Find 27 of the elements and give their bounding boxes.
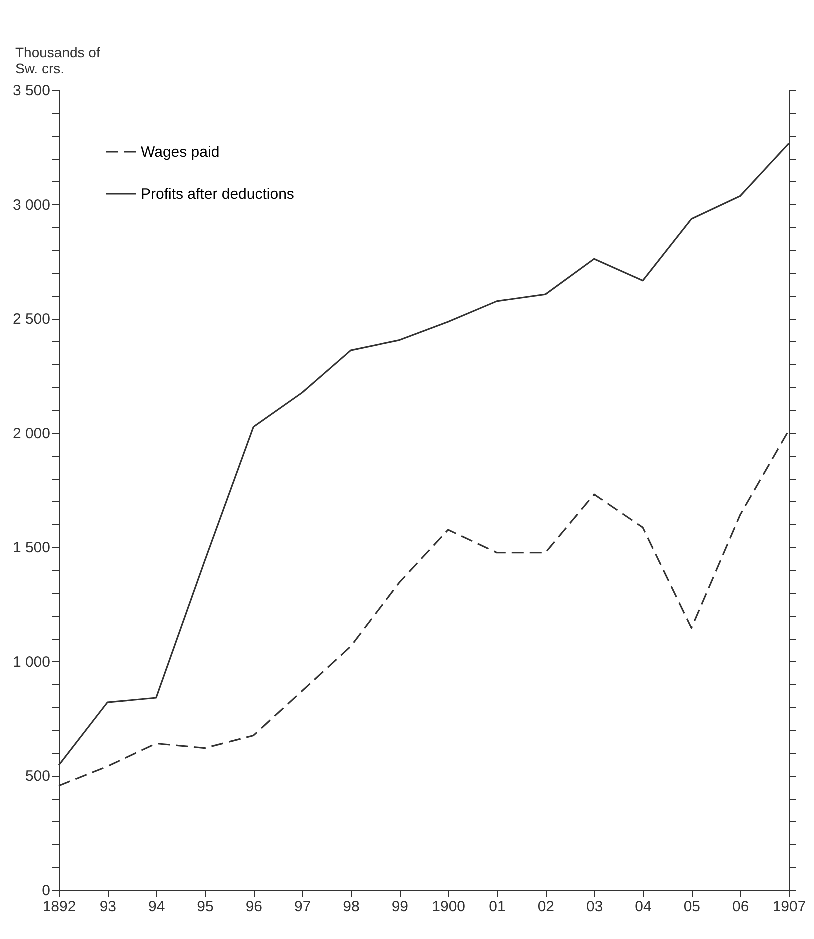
x-tick-label: 05 xyxy=(684,898,701,916)
x-tick-label: 98 xyxy=(343,898,360,916)
x-tick-label: 1892 xyxy=(42,898,76,916)
x-tick-label: 1900 xyxy=(432,898,466,916)
y-tick-label: 2 000 xyxy=(12,425,50,442)
y-tick-label: 3 500 xyxy=(12,82,50,100)
x-tick-label: 03 xyxy=(586,898,604,916)
x-tick-label: 02 xyxy=(538,898,555,916)
y-tick-label: 1 000 xyxy=(12,654,50,671)
x-tick-label: 93 xyxy=(100,898,117,916)
x-tick-label: 99 xyxy=(392,898,409,916)
x-tick-label: 1907 xyxy=(772,898,806,916)
x-tick-label: 01 xyxy=(489,898,506,916)
y-tick-label: 2 500 xyxy=(12,311,50,328)
x-tick-label: 96 xyxy=(246,898,263,916)
y-tick-label: 3 000 xyxy=(12,196,50,214)
legend-label: Wages paid xyxy=(141,144,220,161)
y-tick-label: 0 xyxy=(42,882,50,900)
x-tick-label: 06 xyxy=(732,898,750,916)
x-tick-label: 04 xyxy=(635,898,652,916)
legend-label: Profits after deductions xyxy=(141,186,294,203)
y-axis-title: Thousands of Sw. crs. xyxy=(16,44,100,76)
x-tick-label: 95 xyxy=(197,898,214,916)
x-tick-label: 97 xyxy=(294,898,312,916)
y-tick-label: 1 500 xyxy=(12,540,50,557)
y-tick-label: 500 xyxy=(25,768,50,786)
x-tick-label: 94 xyxy=(148,898,166,916)
